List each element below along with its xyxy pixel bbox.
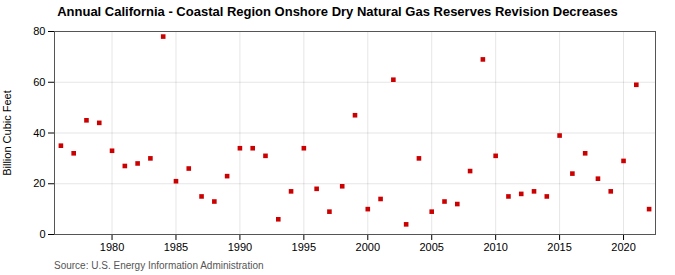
svg-text:1985: 1985 <box>164 241 188 253</box>
svg-text:0: 0 <box>39 228 45 240</box>
svg-text:Billion Cubic Feet: Billion Cubic Feet <box>1 90 13 176</box>
svg-text:80: 80 <box>33 25 45 37</box>
html-text:Annual California - Coastal Re: Annual California - Coastal Region Onsho… <box>57 4 618 19</box>
svg-text:1995: 1995 <box>292 241 316 253</box>
svg-text:1990: 1990 <box>228 241 252 253</box>
svg-text:2010: 2010 <box>483 241 507 253</box>
svg-text:60: 60 <box>33 76 45 88</box>
svg-text:20: 20 <box>33 177 45 189</box>
svg-text:1980: 1980 <box>100 241 124 253</box>
svg-text:2000: 2000 <box>356 241 380 253</box>
svg-text:40: 40 <box>33 127 45 139</box>
svg-text:2015: 2015 <box>547 241 571 253</box>
html-text:Source: U.S. Energy Informatio: Source: U.S. Energy Information Administ… <box>54 260 264 271</box>
svg-text:2020: 2020 <box>611 241 635 253</box>
svg-text:2005: 2005 <box>419 241 443 253</box>
